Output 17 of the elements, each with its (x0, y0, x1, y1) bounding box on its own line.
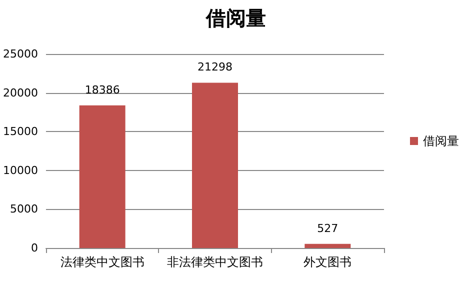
y-tick-label: 5000 (10, 202, 38, 216)
bar (79, 105, 126, 248)
x-tick-label: 法律类中文图书 (60, 255, 144, 269)
x-tick-label: 非法律类中文图书 (166, 255, 263, 269)
chart-title: 借阅量 (205, 8, 266, 30)
bar (192, 82, 238, 248)
data-label: 18386 (84, 83, 120, 96)
x-tick-label: 外文图书 (304, 255, 352, 269)
y-tick-label: 20000 (2, 86, 38, 100)
data-label: 527 (317, 222, 338, 235)
y-tick-label: 25000 (2, 48, 38, 60)
bar (304, 244, 351, 248)
y-tick-label: 0 (30, 242, 38, 254)
data-label: 21298 (197, 60, 232, 74)
legend-label: 借阅量 (423, 134, 459, 148)
y-tick-label: 15000 (2, 125, 38, 138)
y-tick-label: 10000 (2, 164, 38, 177)
